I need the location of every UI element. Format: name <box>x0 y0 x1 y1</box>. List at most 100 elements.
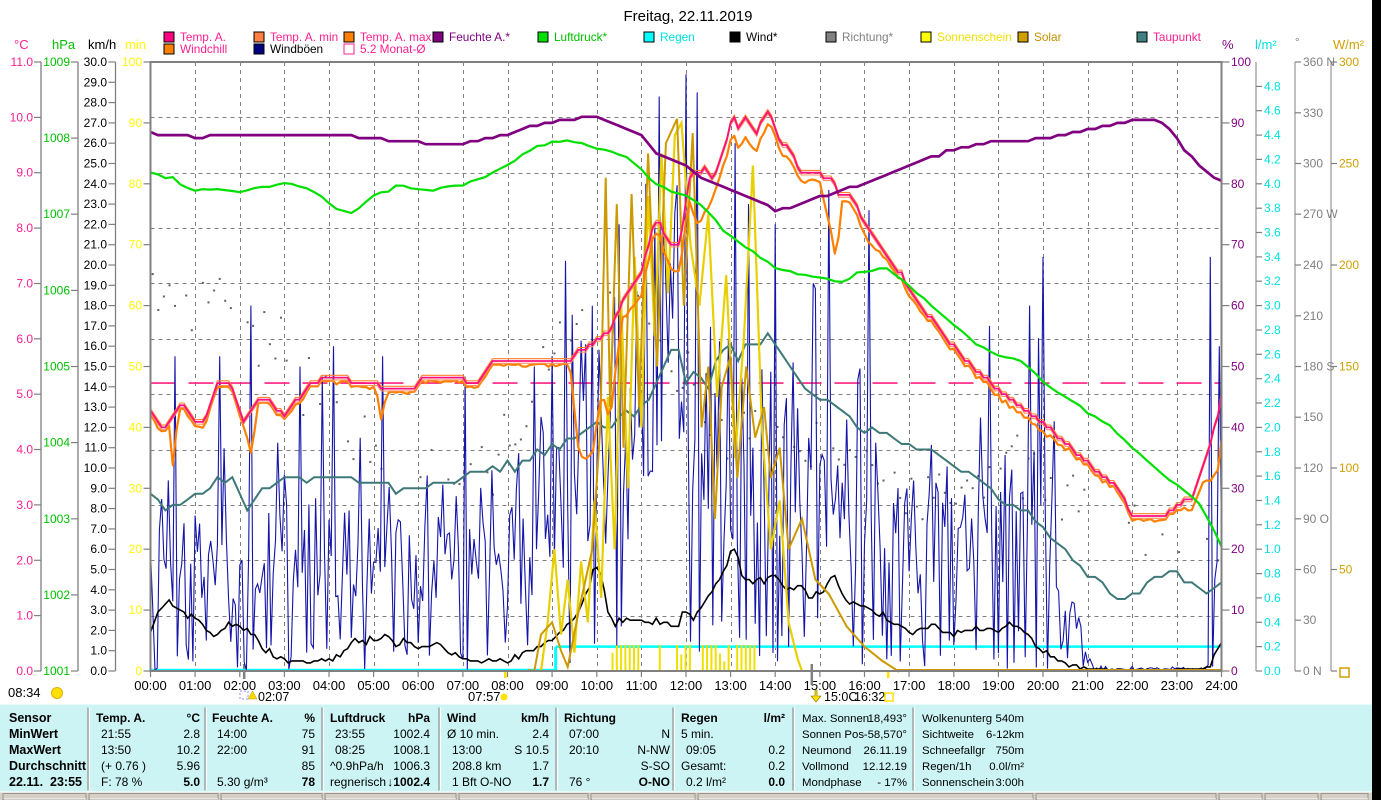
svg-text:0.0: 0.0 <box>768 775 785 789</box>
svg-text:80: 80 <box>129 177 143 191</box>
svg-text:1008: 1008 <box>43 131 70 145</box>
svg-text:N-NW: N-NW <box>637 743 670 757</box>
svg-text:^0.9hPa/h: ^0.9hPa/h <box>330 759 384 773</box>
svg-text:W/m²: W/m² <box>1333 37 1365 52</box>
svg-text:Regen/1h: Regen/1h <box>922 761 971 773</box>
svg-text:10: 10 <box>1231 603 1245 617</box>
svg-text:210: 210 <box>1303 309 1323 323</box>
svg-text:150: 150 <box>1339 360 1359 374</box>
svg-text:02:07: 02:07 <box>258 690 289 704</box>
svg-text:60: 60 <box>1231 299 1245 313</box>
svg-text:750m: 750m <box>996 745 1025 757</box>
svg-text:Feuchte A.*: Feuchte A.* <box>449 30 510 44</box>
svg-text:N: N <box>661 727 670 741</box>
svg-text:1003: 1003 <box>43 512 70 526</box>
svg-text:17.0: 17.0 <box>84 319 108 333</box>
svg-text:1004: 1004 <box>43 436 70 450</box>
svg-text:Schneefallgr: Schneefallgr <box>922 745 986 757</box>
svg-text:300: 300 <box>1339 55 1359 69</box>
svg-text:1.4: 1.4 <box>1264 494 1281 508</box>
svg-text:10.2: 10.2 <box>177 743 201 757</box>
svg-text:120: 120 <box>1303 461 1323 475</box>
svg-text:23:00: 23:00 <box>1161 678 1194 693</box>
svg-text:60: 60 <box>1303 563 1317 577</box>
svg-text:25.0: 25.0 <box>84 157 108 171</box>
svg-text:26.0: 26.0 <box>84 136 108 150</box>
svg-text:20: 20 <box>129 542 143 556</box>
svg-text:S-SO: S-SO <box>641 759 670 773</box>
svg-text:70: 70 <box>129 238 143 252</box>
svg-text:7.0: 7.0 <box>90 522 107 536</box>
svg-text:200: 200 <box>1339 258 1359 272</box>
svg-text:- 17%: - 17% <box>877 777 907 789</box>
svg-text:30.0: 30.0 <box>84 55 108 69</box>
svg-text:hPa: hPa <box>408 711 430 725</box>
svg-text:0.0: 0.0 <box>1264 664 1281 678</box>
svg-text:Sichtweite: Sichtweite <box>922 729 974 741</box>
svg-text:Gesamt:: Gesamt: <box>681 759 726 773</box>
svg-text:8.0: 8.0 <box>16 221 33 235</box>
svg-text:0 N: 0 N <box>1303 664 1322 678</box>
svg-text:Richtung: Richtung <box>564 711 616 725</box>
svg-text:2.0: 2.0 <box>16 553 33 567</box>
svg-text:Richtung*: Richtung* <box>842 30 894 44</box>
svg-text:100: 100 <box>122 55 142 69</box>
svg-text:30: 30 <box>1303 613 1317 627</box>
svg-text:13.0: 13.0 <box>84 400 108 414</box>
svg-text:%: % <box>304 711 315 725</box>
svg-text:Vollmond: Vollmond <box>802 761 849 773</box>
svg-text:11.0: 11.0 <box>11 55 34 69</box>
svg-text:5.30 g/m³: 5.30 g/m³ <box>217 775 268 789</box>
svg-text:0.8: 0.8 <box>1264 567 1281 581</box>
svg-text:1009: 1009 <box>43 55 70 69</box>
svg-text:Sonnenschein: Sonnenschein <box>922 777 994 789</box>
svg-text:6-12km: 6-12km <box>986 729 1024 741</box>
svg-text:1007: 1007 <box>43 207 70 221</box>
svg-text:40: 40 <box>1231 420 1245 434</box>
svg-text:1.7: 1.7 <box>532 775 549 789</box>
svg-text:O-NO: O-NO <box>639 775 670 789</box>
svg-text:17:00: 17:00 <box>893 678 926 693</box>
svg-text:75: 75 <box>302 727 316 741</box>
svg-text:3.2: 3.2 <box>1264 274 1281 288</box>
svg-text:50: 50 <box>1231 360 1245 374</box>
svg-text:1.6: 1.6 <box>1264 469 1281 483</box>
svg-text:1 Bft O-NO: 1 Bft O-NO <box>452 775 511 789</box>
svg-text:03:00: 03:00 <box>268 678 301 693</box>
svg-text:1006.3: 1006.3 <box>393 759 430 773</box>
svg-text:13:00: 13:00 <box>452 743 482 757</box>
svg-text:27.0: 27.0 <box>84 116 108 130</box>
svg-text:09:00: 09:00 <box>536 678 569 693</box>
svg-text:Sensor: Sensor <box>9 711 52 725</box>
svg-text:Luftdruck: Luftdruck <box>330 711 386 725</box>
svg-text:13:00: 13:00 <box>714 678 747 693</box>
svg-text:(+ 0.76 ): (+ 0.76 ) <box>101 759 146 773</box>
svg-text:13:50: 13:50 <box>101 743 131 757</box>
svg-text:2.0: 2.0 <box>1264 420 1281 434</box>
svg-text:Max. Sonnen: Max. Sonnen <box>802 713 869 725</box>
svg-text:10.0: 10.0 <box>10 110 34 124</box>
svg-text:19:00: 19:00 <box>982 678 1015 693</box>
svg-text:0.4: 0.4 <box>1264 615 1281 629</box>
svg-text:2.8: 2.8 <box>1264 323 1281 337</box>
svg-text:3.0: 3.0 <box>16 498 33 512</box>
svg-text:09:05: 09:05 <box>686 743 716 757</box>
svg-text:Wolkenunterg: Wolkenunterg <box>922 713 992 725</box>
svg-text:20:00: 20:00 <box>1027 678 1060 693</box>
svg-text:24.0: 24.0 <box>84 177 108 191</box>
svg-text:F: 78 %: F: 78 % <box>101 775 143 789</box>
svg-text:30: 30 <box>129 481 143 495</box>
svg-text:22.11. 23:55: 22.11. 23:55 <box>9 775 82 789</box>
svg-text:5.96: 5.96 <box>177 759 201 773</box>
svg-text:9.0: 9.0 <box>16 166 33 180</box>
svg-text:90: 90 <box>1231 116 1245 130</box>
svg-text:16:32: 16:32 <box>854 690 885 704</box>
svg-text:5.0: 5.0 <box>183 775 200 789</box>
svg-text:5.0: 5.0 <box>90 563 107 577</box>
svg-text:2.8: 2.8 <box>183 727 200 741</box>
svg-text:S 10.5: S 10.5 <box>514 743 549 757</box>
svg-text:15.0: 15.0 <box>84 360 108 374</box>
svg-text:150: 150 <box>1303 410 1323 424</box>
svg-text:1001: 1001 <box>43 664 70 678</box>
svg-text:270 W: 270 W <box>1303 207 1338 221</box>
